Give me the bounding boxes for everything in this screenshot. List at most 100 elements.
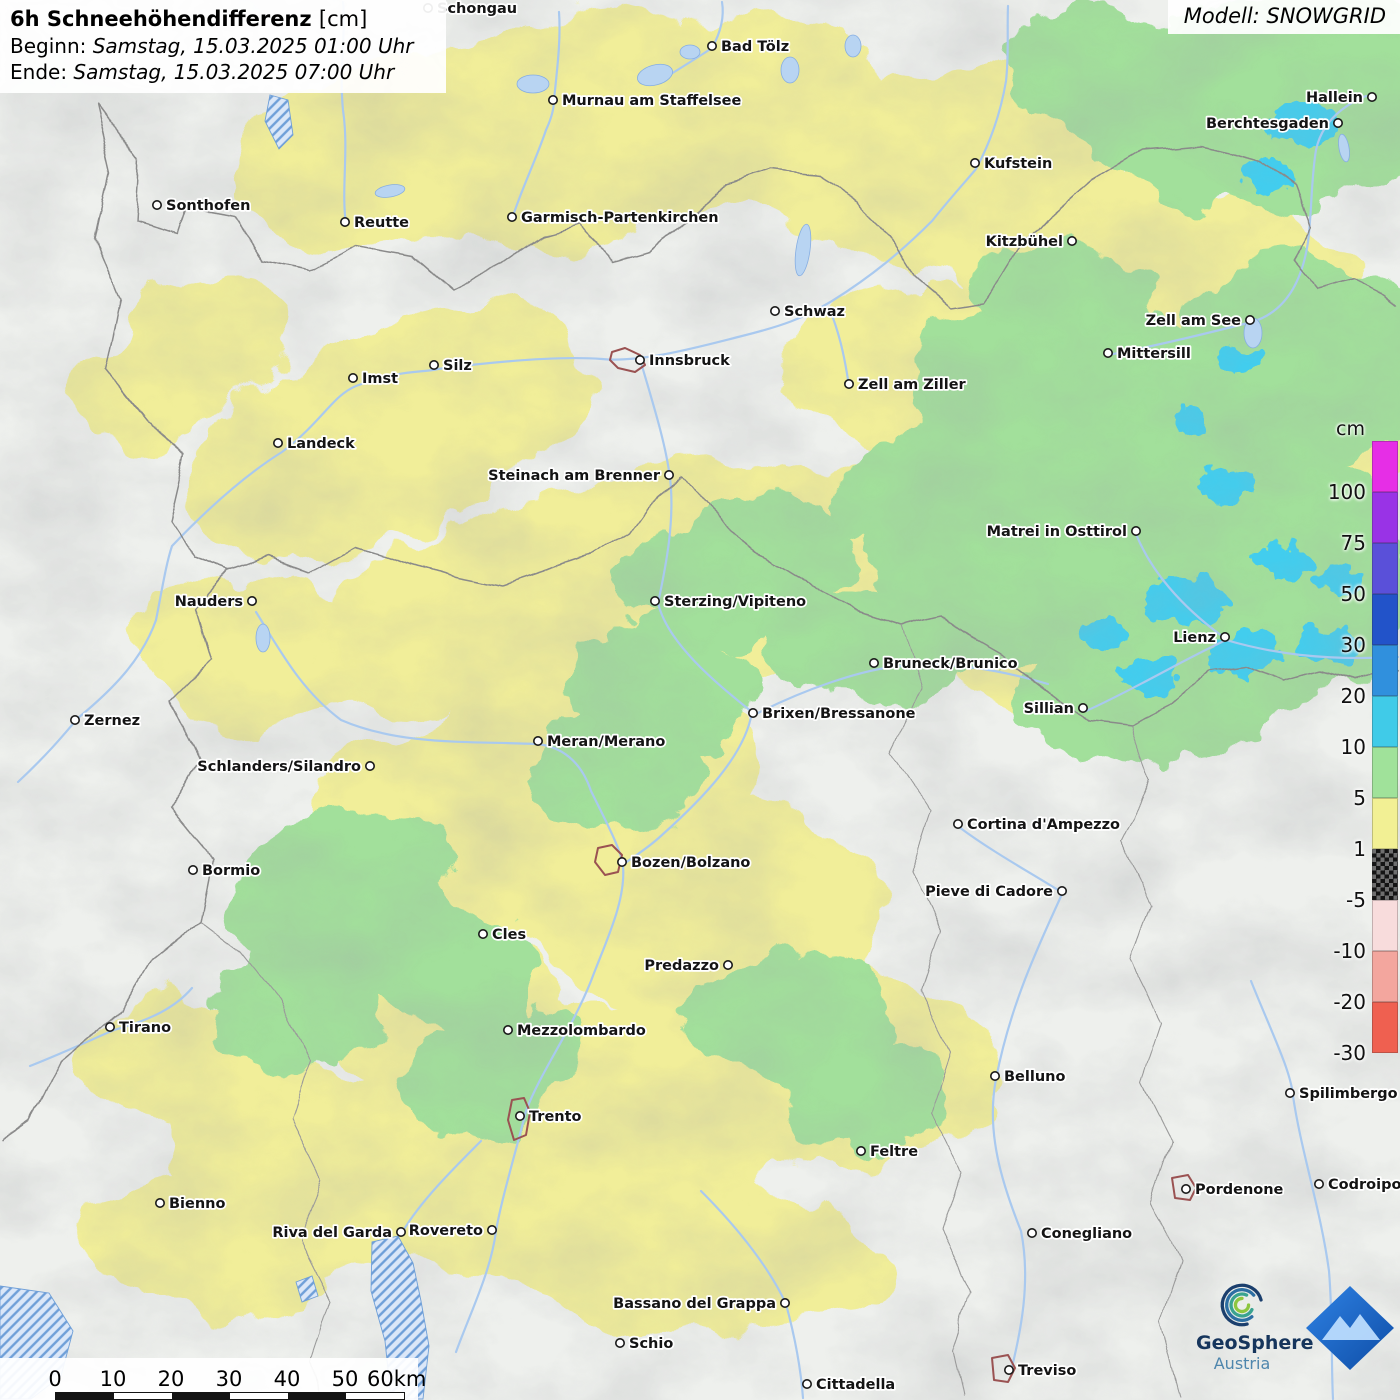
city-marker-group: Zernez [70, 711, 142, 731]
city-dot [272, 437, 283, 448]
city-dot [1181, 1184, 1192, 1195]
legend-tick-label: 75 [1340, 531, 1366, 555]
city-dot [547, 95, 558, 106]
city-layer: Schongau Bad Tölz Murnau am Staffelsee Hall… [70, 0, 1400, 1395]
city-marker-group: Zell am See [1144, 311, 1256, 331]
city-marker-group: Spilimbergo [1285, 1084, 1399, 1104]
city-label: Zernez [84, 713, 140, 729]
model-panel: Modell: SNOWGRID [1167, 0, 1400, 34]
scale-label-20: 20 [157, 1367, 185, 1391]
city-marker-group: Schwaz [769, 302, 847, 322]
city-marker-group: Schlanders/Silandro [196, 757, 375, 777]
scale-label-10: 10 [99, 1367, 127, 1391]
city-marker-group: Pieve di Cadore [923, 882, 1068, 902]
city-marker-group: Reutte [339, 213, 411, 233]
city-marker-group: Bormio [188, 861, 262, 881]
city-marker-group: Berchtesgaden [1204, 114, 1344, 134]
city-label: Cortina d'Ampezzo [967, 817, 1120, 833]
city-marker-group: Brixen/Bressanone [747, 704, 917, 724]
lake-achensee [794, 223, 812, 277]
town-outline-pordenone [1171, 1174, 1197, 1201]
lake-koenigssee [1338, 133, 1350, 163]
lake-walchensee [637, 63, 673, 87]
legend-tick-label: 1 [1353, 837, 1366, 861]
lake-forggensee [264, 94, 294, 150]
city-label: Nauders [175, 594, 243, 610]
city-marker-group: Matrei in Osttirol [985, 522, 1142, 542]
legend-tick-label: -30 [1333, 1041, 1366, 1065]
scale-bar: 0 10 20 30 40 50 60km [0, 1358, 426, 1400]
city-dot [364, 760, 375, 771]
city-dot [779, 1298, 790, 1309]
city-marker-group: Murnau am Staffelsee [547, 91, 743, 111]
legend-tick-label: 30 [1340, 633, 1366, 657]
city-marker-group: Sillian [1022, 699, 1089, 719]
city-label: Schongau [437, 1, 517, 17]
border-lombardia-trentino [200, 920, 332, 1400]
city-label: Trento [529, 1109, 582, 1125]
city-label: Innsbruck [649, 353, 730, 369]
legend-tick-label: 10 [1340, 735, 1366, 759]
scale-label-0: 0 [48, 1367, 62, 1391]
map-title-text: 6h Schneehöhendifferenz [10, 7, 312, 31]
city-marker-group: Silz [428, 356, 474, 376]
city-label: Kitzbühel [986, 234, 1063, 250]
city-dot [506, 212, 517, 223]
city-label: Bruneck/Brunico [883, 656, 1018, 672]
town-outline-bozen [594, 844, 623, 876]
city-label: Imst [362, 371, 398, 387]
legend-band [1372, 747, 1398, 798]
title-panel: 6h Schneehöhendifferenz [cm] Beginn: Sam… [0, 0, 446, 93]
city-marker-group: Treviso [1003, 1361, 1078, 1381]
city-dot [843, 378, 854, 389]
city-marker-group: Mezzolombardo [502, 1021, 648, 1041]
city-label: Mittersill [1117, 346, 1191, 362]
city-dot [486, 1225, 497, 1236]
legend-band [1372, 492, 1398, 543]
city-label: Sillian [1024, 701, 1074, 717]
city-label: Bormio [202, 863, 260, 879]
river-isel [1134, 532, 1224, 638]
lake-idro [295, 1275, 319, 1303]
city-dot [706, 40, 717, 51]
border-austria-italy [230, 475, 1400, 727]
city-label: Zell am See [1146, 313, 1242, 329]
city-marker-group: Nauders [173, 592, 258, 612]
city-dot [969, 158, 980, 169]
city-marker-group: Cittadella [801, 1375, 897, 1395]
city-dot [347, 372, 358, 383]
end-label: Ende: [10, 60, 68, 84]
city-label: Bienno [169, 1196, 226, 1212]
city-dot [105, 1021, 116, 1032]
city-label: Feltre [870, 1144, 918, 1160]
city-dot [1367, 92, 1378, 103]
period-end: Ende: Samstag, 15.03.2025 07:00 Uhr [10, 59, 436, 85]
city-dot [649, 595, 660, 606]
border-germany-austria [94, 99, 1400, 307]
city-label: Meran/Merano [547, 734, 665, 750]
legend-band [1372, 696, 1398, 747]
river-rienz [754, 663, 1050, 716]
lake-kochelsee [679, 44, 701, 60]
legend-band [1372, 645, 1398, 696]
city-label: Cles [492, 927, 526, 943]
city-marker-group: Hallein [1304, 88, 1378, 108]
city-dot [801, 1379, 812, 1390]
city-dot [532, 735, 543, 746]
legend-tick-label: 100 [1327, 480, 1366, 504]
city-marker-group: Garmisch-Partenkirchen [506, 208, 720, 228]
scale-label-30: 30 [215, 1367, 243, 1391]
city-dot [634, 354, 645, 365]
legend-tick-label: -20 [1333, 990, 1366, 1014]
city-marker-group: Mittersill [1103, 344, 1192, 364]
city-dot [614, 1338, 625, 1349]
city-marker-group: Cles [477, 925, 528, 945]
city-marker-group: Schongau [422, 0, 519, 19]
lake-staffelsee [516, 74, 550, 94]
city-marker-group: Cortina d'Ampezzo [952, 815, 1122, 835]
border-trentino-veneto [890, 625, 972, 1400]
city-marker-group: Rovereto [407, 1221, 497, 1241]
legend-band [1372, 900, 1398, 951]
city-label: Sonthofen [166, 198, 250, 214]
